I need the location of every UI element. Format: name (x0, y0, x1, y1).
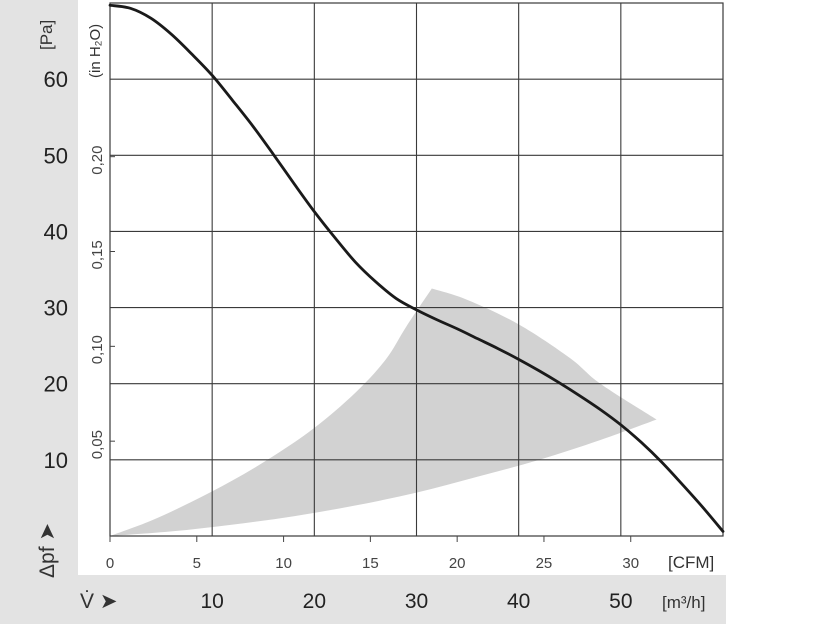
x-unit-m3h: [m³/h] (662, 593, 705, 612)
y-tick-label-pa: 40 (44, 219, 68, 244)
x-ticks-m3h: 10 20 30 40 50 (200, 590, 632, 613)
x-tick-label-cfm: 5 (193, 555, 201, 572)
y-tick-label-inh2o: 0,05 (89, 430, 106, 459)
operating-zone (110, 288, 657, 536)
y-ticks-pa: 10 20 30 40 50 60 (44, 67, 68, 473)
y-tick-label-pa: 50 (44, 143, 68, 168)
y-tick-label-inh2o: 0,10 (89, 335, 106, 364)
y-tick-label-pa: 20 (44, 372, 68, 397)
y-ticks-inh2o: 0,05 0,10 0,15 0,20 (89, 145, 115, 459)
x-tick-label-cfm: 0 (106, 555, 114, 572)
x-tick-label-m3h: 50 (609, 590, 632, 613)
x-tick-label-m3h: 30 (405, 590, 428, 613)
x-ticks-cfm: 0 5 10 15 20 25 30 (106, 536, 639, 572)
x-unit-cfm: [CFM] (668, 553, 714, 572)
x-axis-symbol: V̇ ➤ (80, 590, 117, 613)
x-tick-label-cfm: 20 (449, 555, 466, 572)
grid (110, 3, 723, 536)
y-tick-label-pa: 30 (44, 296, 68, 321)
x-tick-label-cfm: 30 (622, 555, 639, 572)
y-tick-label-inh2o: 0,15 (89, 240, 106, 269)
x-tick-label-cfm: 15 (362, 555, 379, 572)
y-tick-label-inh2o: 0,20 (89, 145, 106, 174)
x-tick-label-cfm: 10 (275, 555, 292, 572)
y-axis-band (0, 0, 78, 624)
x-tick-label-m3h: 20 (303, 590, 326, 613)
x-axis-band (0, 575, 726, 624)
y-tick-label-pa: 10 (44, 448, 68, 473)
pressure-curve (108, 3, 725, 533)
x-tick-label-cfm: 25 (536, 555, 553, 572)
y-unit-inh2o: (in H₂O) (87, 24, 104, 78)
y-axis-symbol: Δpf ➤ (36, 523, 59, 578)
x-tick-label-m3h: 40 (507, 590, 530, 613)
x-tick-label-m3h: 10 (200, 590, 223, 613)
plot-frame (109, 2, 724, 537)
y-tick-label-pa: 60 (44, 67, 68, 92)
y-unit-pa: [Pa] (37, 20, 56, 50)
